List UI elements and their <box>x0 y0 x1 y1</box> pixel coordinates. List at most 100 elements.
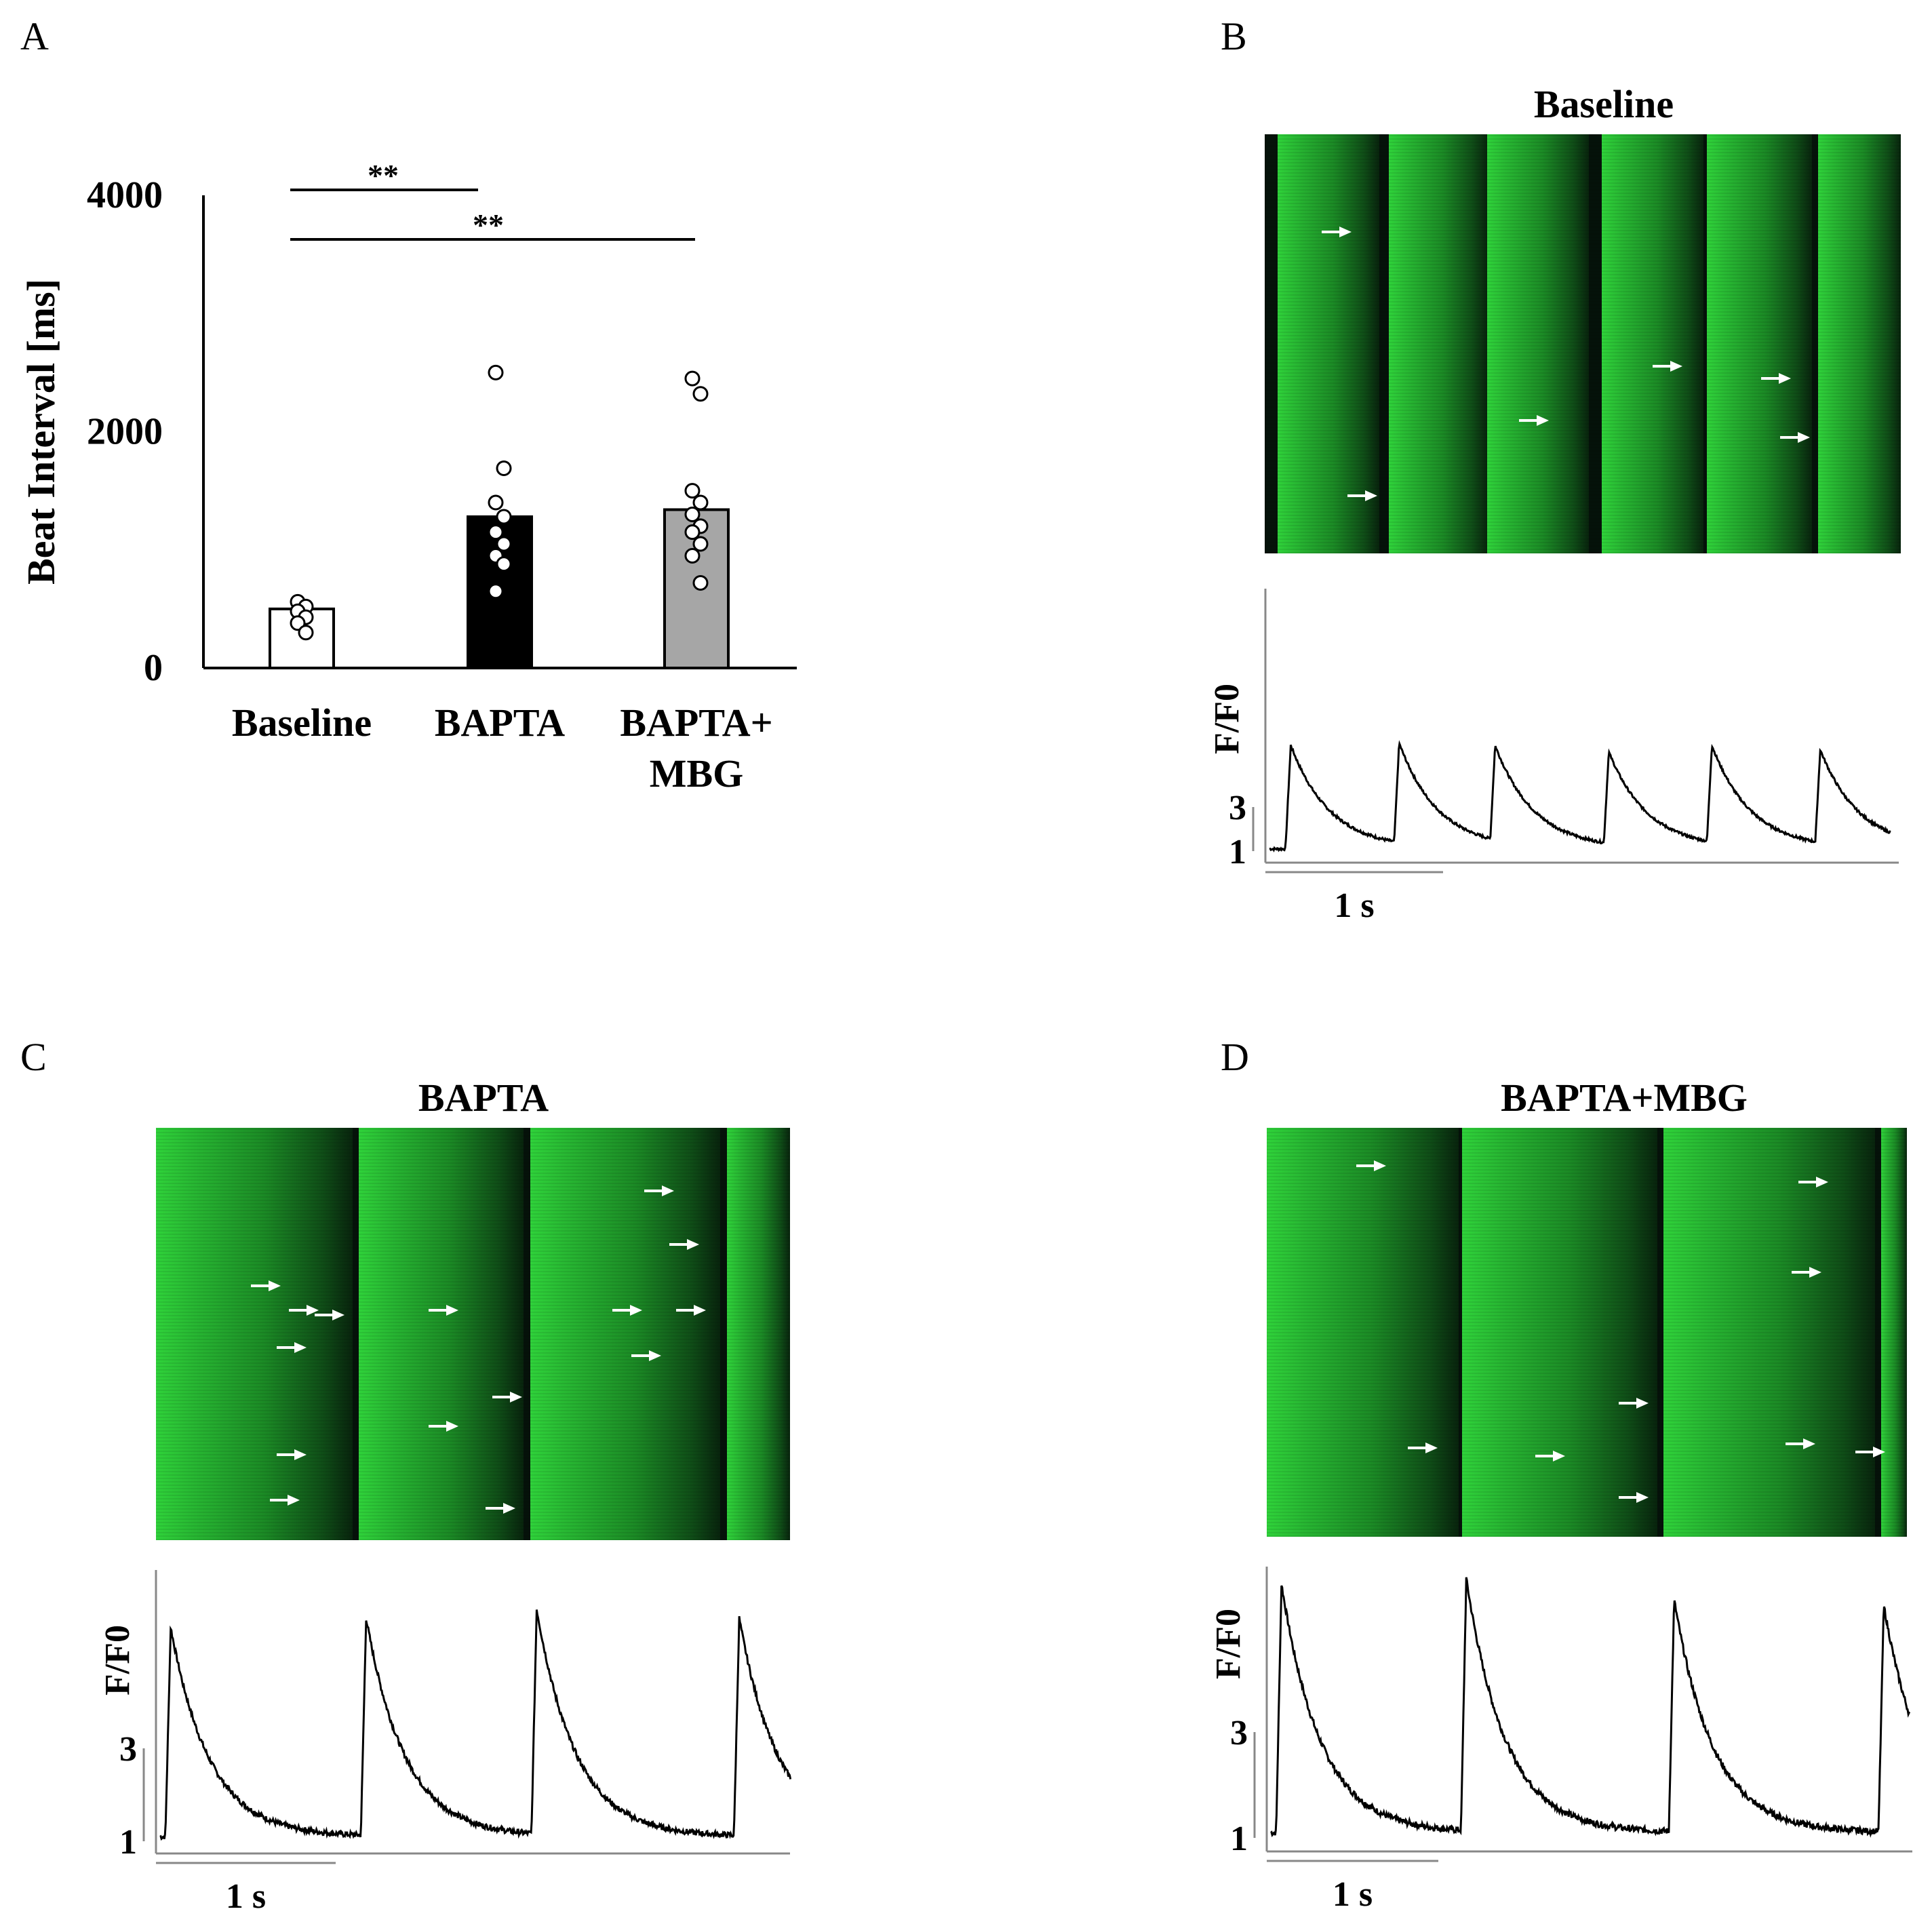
data-point <box>692 536 709 552</box>
fluorescence-band <box>1706 134 1812 553</box>
arrow-icon <box>276 1342 307 1354</box>
data-point <box>488 364 504 380</box>
arrow-icon <box>1785 1438 1815 1450</box>
y-tick-label: 4000 <box>87 174 163 216</box>
arrow-icon <box>1653 360 1683 372</box>
y-tick-label: 1 <box>1229 833 1246 871</box>
panel-b-trace: 1 s 1 3 F/F0 <box>1208 589 1899 922</box>
arrow-icon <box>251 1280 281 1291</box>
arrow-icon <box>1798 1177 1828 1188</box>
arrow-icon <box>270 1495 300 1506</box>
arrow-icon <box>1407 1442 1438 1454</box>
data-point <box>496 460 512 477</box>
panel-letter-a: A <box>20 14 49 58</box>
fluorescence-band <box>1663 1128 1875 1537</box>
arrow-icon <box>669 1239 700 1251</box>
significance-label: ** <box>473 208 504 242</box>
fluorescence-band <box>1388 134 1488 553</box>
arrow-icon <box>276 1449 307 1461</box>
kymograph-noise <box>1267 1128 1907 1537</box>
data-point <box>298 625 314 641</box>
panel-d-trace: 1 s 1 3 F/F0 <box>1209 1567 1912 1912</box>
panel-c-kymograph <box>156 1128 790 1540</box>
fluorescence-band <box>1818 134 1901 553</box>
fluorescence-band <box>1602 134 1704 553</box>
kymograph-noise <box>156 1128 790 1540</box>
fluorescence-band <box>1461 1128 1657 1537</box>
data-point <box>692 386 709 402</box>
fluorescence-trace <box>1270 1577 1911 1838</box>
time-scale-label: 1 s <box>1333 1875 1373 1912</box>
arrow-icon <box>492 1392 522 1403</box>
arrow-icon <box>429 1305 459 1316</box>
data-point <box>488 524 504 541</box>
y-tick-label: 2000 <box>87 411 163 453</box>
time-scale-label: 1 s <box>1334 886 1374 922</box>
panel-letter-d: D <box>1221 1035 1249 1079</box>
arrow-icon <box>612 1305 643 1316</box>
y-axis-label: Beat Interval [ms] <box>19 279 63 585</box>
y-tick-label: 3 <box>119 1730 137 1769</box>
arrow-icon <box>1760 373 1791 385</box>
data-point <box>496 536 512 552</box>
y-tick-label: 3 <box>1229 789 1246 827</box>
fluorescence-band <box>156 1128 353 1540</box>
data-point <box>684 547 701 564</box>
panel-d-title: BAPTA+MBG <box>1501 1076 1748 1120</box>
data-point <box>692 575 709 591</box>
arrow-icon <box>675 1305 706 1316</box>
x-tick-label: MBG <box>650 751 744 796</box>
arrow-icon <box>314 1309 344 1320</box>
kymograph-noise <box>1265 134 1901 553</box>
data-point <box>488 494 504 511</box>
data-point <box>684 506 701 522</box>
beat-interval-bar-chart: 0 2000 4000 Beat Interval [ms] Baseline BAPTA… <box>19 158 797 796</box>
panel-c-title: BAPTA <box>418 1076 549 1120</box>
panel-b-title: Baseline <box>1533 82 1674 126</box>
panel-c-trace: 1 s 1 3 F/F0 <box>98 1570 792 1909</box>
panel-b-kymograph <box>1265 134 1901 553</box>
data-point <box>684 483 701 499</box>
x-tick-label: Baseline <box>232 701 372 745</box>
data-point <box>496 509 512 525</box>
x-tick-label: BAPTA <box>435 701 565 745</box>
panel-letter-c: C <box>20 1035 47 1079</box>
y-axis-label: F/F0 <box>1209 1609 1248 1679</box>
fluorescence-band <box>1277 134 1379 553</box>
arrow-icon <box>644 1185 674 1197</box>
arrow-icon <box>1535 1451 1566 1462</box>
y-axis-label: F/F0 <box>1208 684 1246 754</box>
fluorescence-trace <box>159 1609 792 1841</box>
significance-label: ** <box>368 158 399 193</box>
time-scale-label: 1 s <box>226 1877 266 1909</box>
fluorescence-band <box>726 1128 790 1540</box>
y-axis-label: F/F0 <box>98 1625 137 1695</box>
arrow-icon <box>1619 1491 1649 1503</box>
data-point <box>488 583 504 600</box>
data-point <box>684 370 701 387</box>
arrow-icon <box>1779 431 1810 443</box>
fluorescence-band <box>1267 1128 1459 1537</box>
y-tick-label: 1 <box>119 1823 137 1862</box>
fluorescence-band <box>530 1128 721 1540</box>
fluorescence-band <box>1487 134 1590 553</box>
arrow-icon <box>429 1420 459 1432</box>
data-point <box>496 556 512 572</box>
fluorescence-band <box>359 1128 524 1540</box>
y-tick-label: 3 <box>1230 1714 1248 1752</box>
arrow-icon <box>1322 226 1352 237</box>
y-tick-label: 0 <box>144 647 163 689</box>
panel-letter-b: B <box>1221 14 1247 58</box>
arrow-icon <box>631 1350 662 1362</box>
arrow-icon <box>1792 1267 1822 1278</box>
arrow-icon <box>289 1305 319 1316</box>
arrow-icon <box>1855 1447 1886 1458</box>
fluorescence-trace <box>1269 740 1891 852</box>
x-tick-label: BAPTA+ <box>620 701 772 745</box>
bar-1 <box>467 515 533 670</box>
arrow-icon <box>1356 1160 1387 1172</box>
data-point <box>684 524 701 541</box>
arrow-icon <box>1347 490 1377 502</box>
y-tick-label: 1 <box>1230 1820 1248 1858</box>
panel-d-kymograph <box>1267 1128 1907 1537</box>
